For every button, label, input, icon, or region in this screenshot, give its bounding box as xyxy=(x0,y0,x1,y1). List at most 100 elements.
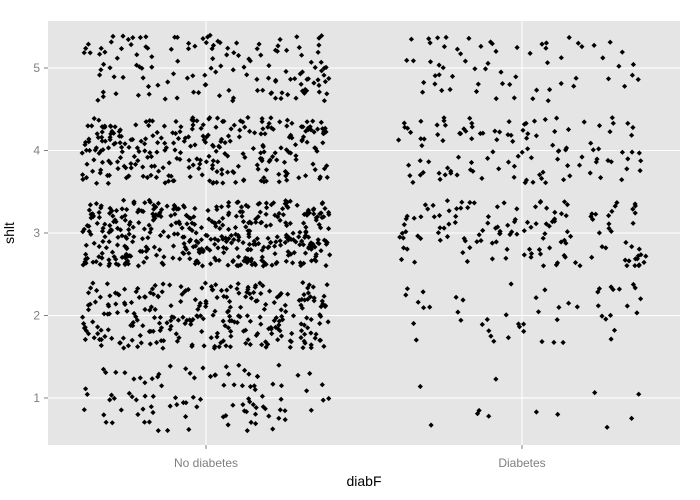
data-point xyxy=(600,55,606,61)
data-point xyxy=(96,209,102,216)
data-point xyxy=(155,428,161,434)
data-point xyxy=(227,298,233,305)
data-point xyxy=(616,286,622,292)
data-point xyxy=(413,337,419,343)
data-point xyxy=(572,260,579,266)
data-point xyxy=(241,408,247,414)
data-point xyxy=(454,206,460,212)
data-point xyxy=(105,311,111,317)
data-point xyxy=(255,166,261,172)
data-point xyxy=(295,372,301,378)
data-point xyxy=(299,238,305,244)
data-point xyxy=(259,247,265,253)
data-point xyxy=(525,131,531,137)
data-point xyxy=(217,225,223,232)
data-point xyxy=(277,119,283,125)
data-point xyxy=(90,319,96,325)
data-point xyxy=(96,214,102,220)
data-point xyxy=(624,263,630,269)
data-point xyxy=(183,366,189,372)
data-point xyxy=(504,246,510,252)
data-point xyxy=(206,116,212,122)
data-point xyxy=(90,280,96,286)
data-point xyxy=(140,75,146,81)
data-point xyxy=(480,130,486,136)
data-point xyxy=(619,49,625,55)
x-tick-label: Diabetes xyxy=(498,456,545,470)
data-point xyxy=(485,155,491,161)
data-point xyxy=(484,316,490,323)
data-point xyxy=(540,169,546,175)
data-point xyxy=(441,44,447,50)
data-point xyxy=(244,72,250,78)
data-point xyxy=(102,234,108,240)
data-point xyxy=(539,41,545,47)
data-point xyxy=(268,239,274,245)
data-point xyxy=(242,367,248,373)
data-point xyxy=(240,402,246,408)
data-point xyxy=(310,284,316,290)
data-point xyxy=(226,199,232,206)
data-point xyxy=(326,226,332,232)
data-point xyxy=(99,250,105,256)
data-point xyxy=(534,87,540,93)
data-point xyxy=(307,294,313,300)
data-point xyxy=(322,205,328,212)
data-point xyxy=(105,145,112,151)
data-point xyxy=(151,315,158,321)
data-point xyxy=(253,405,259,411)
data-point xyxy=(214,330,220,336)
data-point xyxy=(603,316,609,322)
data-point xyxy=(210,312,216,318)
data-point xyxy=(539,175,545,182)
data-point xyxy=(137,375,143,381)
data-point xyxy=(284,170,290,177)
data-point xyxy=(325,319,331,325)
data-point xyxy=(100,366,107,372)
data-point xyxy=(142,141,148,147)
data-point xyxy=(545,98,551,104)
data-point xyxy=(289,135,295,141)
data-point xyxy=(547,87,553,93)
data-point xyxy=(272,95,279,101)
data-point xyxy=(296,44,302,51)
data-point xyxy=(310,241,316,247)
data-point xyxy=(240,151,246,157)
data-point xyxy=(401,222,407,228)
data-point xyxy=(421,305,427,311)
data-point xyxy=(320,397,326,403)
data-point xyxy=(290,237,296,243)
data-point xyxy=(478,238,484,244)
data-point xyxy=(540,235,546,241)
data-point xyxy=(530,179,536,185)
data-point xyxy=(99,255,105,261)
data-point xyxy=(435,35,441,41)
data-point xyxy=(493,96,499,102)
data-point xyxy=(166,178,172,184)
data-point xyxy=(308,258,315,264)
data-point xyxy=(603,245,609,251)
data-point xyxy=(256,41,262,47)
data-point xyxy=(596,123,603,129)
data-point xyxy=(245,284,251,290)
data-point xyxy=(217,40,223,46)
data-point xyxy=(298,328,305,334)
data-point xyxy=(130,224,136,230)
data-point xyxy=(144,255,150,261)
data-point xyxy=(263,301,269,308)
data-point xyxy=(294,202,300,208)
data-point xyxy=(106,172,112,178)
data-point xyxy=(140,208,146,215)
data-point xyxy=(252,260,258,266)
data-point xyxy=(139,65,145,71)
data-point xyxy=(509,229,515,235)
data-point xyxy=(554,317,560,323)
data-point xyxy=(501,200,507,206)
data-point xyxy=(272,212,278,218)
data-point xyxy=(638,252,644,258)
data-point xyxy=(220,414,226,420)
data-point xyxy=(187,215,194,222)
data-point xyxy=(464,258,470,265)
data-point xyxy=(604,424,610,430)
data-point xyxy=(121,197,127,203)
